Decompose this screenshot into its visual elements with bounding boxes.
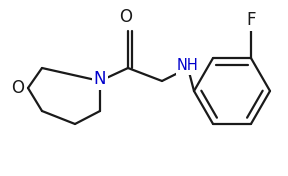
Text: N: N xyxy=(94,70,106,88)
Text: O: O xyxy=(120,8,132,26)
Text: NH: NH xyxy=(177,58,199,74)
Text: F: F xyxy=(246,11,256,29)
Text: O: O xyxy=(12,79,24,97)
